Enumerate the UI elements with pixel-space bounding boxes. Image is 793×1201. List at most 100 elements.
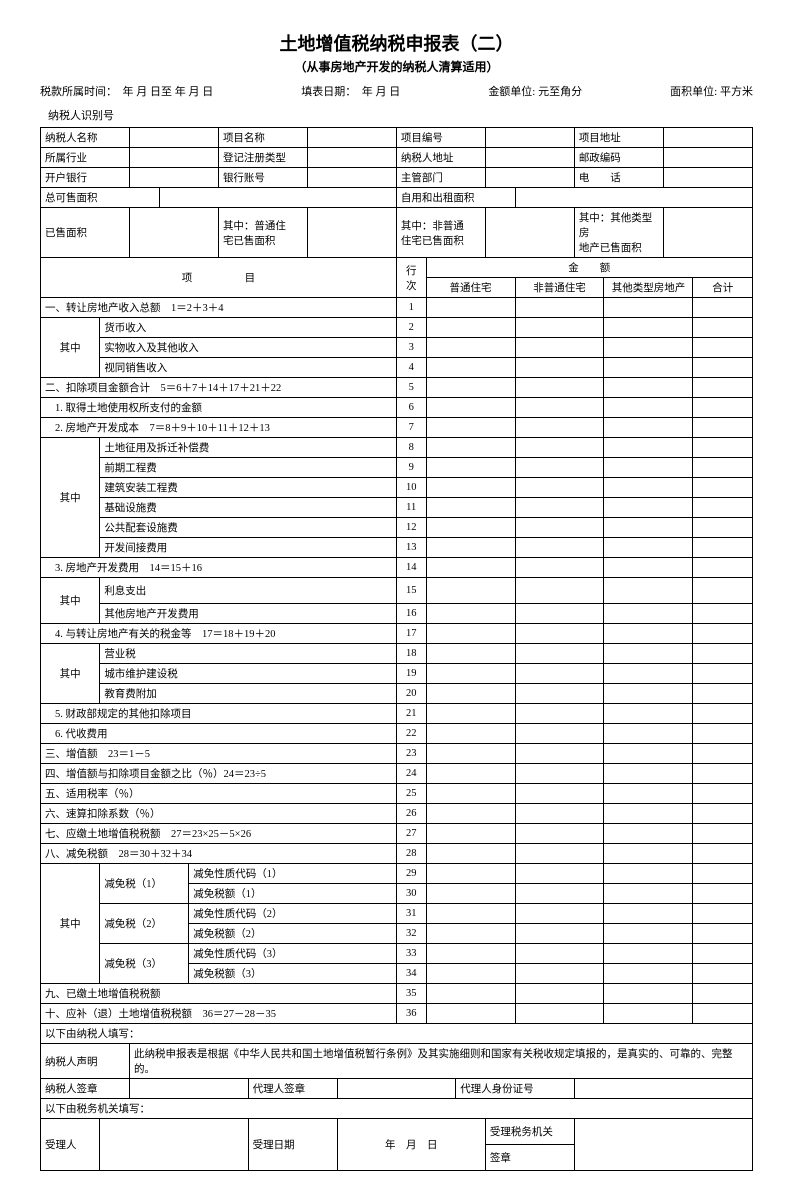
row-item: 七、应缴土地增值税税额 27＝23×25－5×26 (41, 824, 397, 844)
receive-date-value: 年 月 日 (337, 1119, 485, 1171)
receiver-label: 受理人 (41, 1119, 100, 1171)
row-num: 24 (396, 764, 426, 784)
row-item: 六、速算扣除系数（％） (41, 804, 397, 824)
label-sold-area: 已售面积 (41, 208, 130, 258)
row-item: 土地征用及拆迁补偿费 (100, 438, 397, 458)
row-item: 城市维护建设税 (100, 664, 397, 684)
row-item: 四、增值额与扣除项目金额之比（％）24＝23÷5 (41, 764, 397, 784)
row-num: 26 (396, 804, 426, 824)
row-item: 货币收入 (100, 318, 397, 338)
row-item: 利息支出 (100, 578, 397, 604)
row-num: 32 (396, 924, 426, 944)
row-item: 八、减免税额 28＝30＋32＋34 (41, 844, 397, 864)
form-title: 土地增值税纳税申报表（二） (40, 30, 753, 56)
stamp-label: 签章 (485, 1145, 574, 1171)
label-tax-addr: 纳税人地址 (396, 148, 485, 168)
label-sold-ordinary: 其中：普通住宅已售面积 (218, 208, 307, 258)
label-industry: 所属行业 (41, 148, 130, 168)
row-num: 1 (396, 298, 426, 318)
relief-amt: 减免税额（2） (189, 924, 397, 944)
relief-label: 减免税（2） (100, 904, 189, 944)
relief-amt: 减免税额（3） (189, 964, 397, 984)
main-table: 纳税人名称 项目名称 项目编号 项目地址 所属行业 登记注册类型 纳税人地址 邮… (40, 127, 753, 1171)
row-num: 10 (396, 478, 426, 498)
label-self-rent: 自用和出租面积 (396, 188, 515, 208)
receive-date-label: 受理日期 (248, 1119, 337, 1171)
row-num: 20 (396, 684, 426, 704)
row-num: 29 (396, 864, 426, 884)
row-item: 4. 与转让房地产有关的税金等 17＝18＋19＋20 (41, 624, 397, 644)
label-project-name: 项目名称 (218, 128, 307, 148)
row-num: 30 (396, 884, 426, 904)
fill-date-value: 年 月 日 (362, 86, 401, 98)
row-num: 21 (396, 704, 426, 724)
row-num: 15 (396, 578, 426, 604)
row-num: 12 (396, 518, 426, 538)
label-project-addr: 项目地址 (574, 128, 663, 148)
row-num: 11 (396, 498, 426, 518)
row-item: 营业税 (100, 644, 397, 664)
row-num: 33 (396, 944, 426, 964)
fill-by-taxpayer: 以下由纳税人填写： (41, 1024, 753, 1044)
declaration-text: 此纳税申报表是根据《中华人民共和国土地增值税暂行条例》及其实施细则和国家有关税收… (129, 1044, 752, 1079)
row-num: 25 (396, 784, 426, 804)
row-item: 基础设施费 (100, 498, 397, 518)
label-project-no: 项目编号 (396, 128, 485, 148)
row-item: 三、增值额 23＝1－5 (41, 744, 397, 764)
fill-date-label: 填表日期： (301, 86, 351, 98)
label-account: 银行账号 (218, 168, 307, 188)
declaration-label: 纳税人声明 (41, 1044, 130, 1079)
label-sold-other: 其中：其他类型房地产已售面积 (574, 208, 663, 258)
row-item: 5. 财政部规定的其他扣除项目 (41, 704, 397, 724)
row-num: 16 (396, 604, 426, 624)
col-ordinary: 普通住宅 (426, 278, 515, 298)
row-num: 23 (396, 744, 426, 764)
row-item: 二、扣除项目金额合计 5＝6＋7＋14＋17＋21＋22 (41, 378, 397, 398)
row-num: 17 (396, 624, 426, 644)
period-value: 年 月 日至 年 月 日 (123, 86, 214, 98)
row-item: 其他房地产开发费用 (100, 604, 397, 624)
col-row: 行次 (396, 258, 426, 298)
money-unit: 金额单位: 元至角分 (488, 83, 582, 99)
row-item: 五、适用税率（％） (41, 784, 397, 804)
row-num: 13 (396, 538, 426, 558)
row-num: 36 (396, 1004, 426, 1024)
form-subtitle: （从事房地产开发的纳税人清算适用） (40, 58, 753, 75)
row-item: 开发间接费用 (100, 538, 397, 558)
area-unit: 面积单位: 平方米 (670, 83, 753, 99)
row-num: 7 (396, 418, 426, 438)
qizhong: 其中 (41, 318, 100, 378)
period-label: 税款所属时间： (40, 86, 112, 98)
row-item: 1. 取得土地使用权所支付的金额 (41, 398, 397, 418)
relief-amt: 减免税额（1） (189, 884, 397, 904)
relief-code: 减免性质代码（2） (189, 904, 397, 924)
row-item: 教育费附加 (100, 684, 397, 704)
row-item: 九、已缴土地增值税税额 (41, 984, 397, 1004)
relief-code: 减免性质代码（3） (189, 944, 397, 964)
row-num: 9 (396, 458, 426, 478)
row-num: 31 (396, 904, 426, 924)
row-num: 28 (396, 844, 426, 864)
qizhong: 其中 (41, 644, 100, 704)
row-num: 2 (396, 318, 426, 338)
relief-label: 减免税（3） (100, 944, 189, 984)
qizhong: 其中 (41, 578, 100, 624)
row-num: 22 (396, 724, 426, 744)
relief-code: 减免性质代码（1） (189, 864, 397, 884)
qizhong: 其中 (41, 438, 100, 558)
row-item: 6. 代收费用 (41, 724, 397, 744)
row-item: 实物收入及其他收入 (100, 338, 397, 358)
row-item: 一、转让房地产收入总额 1＝2＋3＋4 (41, 298, 397, 318)
col-nonordinary: 非普通住宅 (515, 278, 604, 298)
row-item: 十、应补（退）土地增值税税额 36＝27－28－35 (41, 1004, 397, 1024)
col-other: 其他类型房地产 (604, 278, 693, 298)
taxpayer-sign: 纳税人签章 (41, 1079, 130, 1099)
receive-authority-label: 受理税务机关 (485, 1119, 574, 1145)
row-num: 3 (396, 338, 426, 358)
label-bank: 开户银行 (41, 168, 130, 188)
row-num: 27 (396, 824, 426, 844)
row-num: 14 (396, 558, 426, 578)
row-item: 建筑安装工程费 (100, 478, 397, 498)
row-item: 公共配套设施费 (100, 518, 397, 538)
row-num: 5 (396, 378, 426, 398)
